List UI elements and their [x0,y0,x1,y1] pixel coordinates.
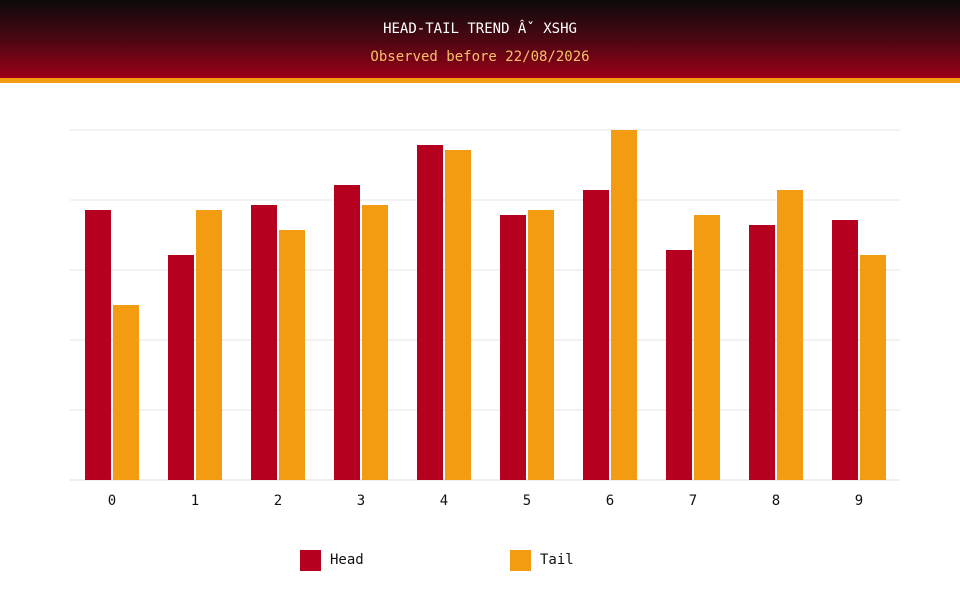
legend-swatch-head [300,550,321,571]
x-tick-label: 6 [606,493,614,509]
x-tick-label: 4 [440,493,448,509]
x-tick-label: 9 [855,493,863,509]
x-tick-label: 0 [108,493,116,509]
bar-tail [445,150,471,480]
chart-subtitle: Observed before 22/08/2026 [370,49,590,65]
bar-tail [611,130,637,480]
x-tick-label: 3 [357,493,365,509]
bar-head [749,225,775,480]
chart-title: HEAD-TAIL TREND Âˇ XSHG [383,21,577,37]
header-accent-stripe [0,78,960,83]
header-banner [0,0,960,78]
bar-head [334,185,360,480]
bar-tail [196,210,222,480]
bar-head [666,250,692,480]
bar-tail [777,190,803,480]
bar-head [168,255,194,480]
x-tick-label: 8 [772,493,780,509]
x-tick-label: 7 [689,493,697,509]
bar-tail [694,215,720,480]
bar-tail [113,305,139,480]
bar-tail [279,230,305,480]
bar-head [251,205,277,480]
bar-tail [362,205,388,480]
x-tick-label: 5 [523,493,531,509]
bar-head [500,215,526,480]
legend-swatch-tail [510,550,531,571]
x-tick-label: 2 [274,493,282,509]
bar-tail [860,255,886,480]
legend-label-head: Head [330,552,364,568]
x-tick-label: 1 [191,493,199,509]
bar-head [417,145,443,480]
legend-label-tail: Tail [540,552,574,568]
bar-tail [528,210,554,480]
bar-head [583,190,609,480]
bar-head [85,210,111,480]
bar-head [832,220,858,480]
